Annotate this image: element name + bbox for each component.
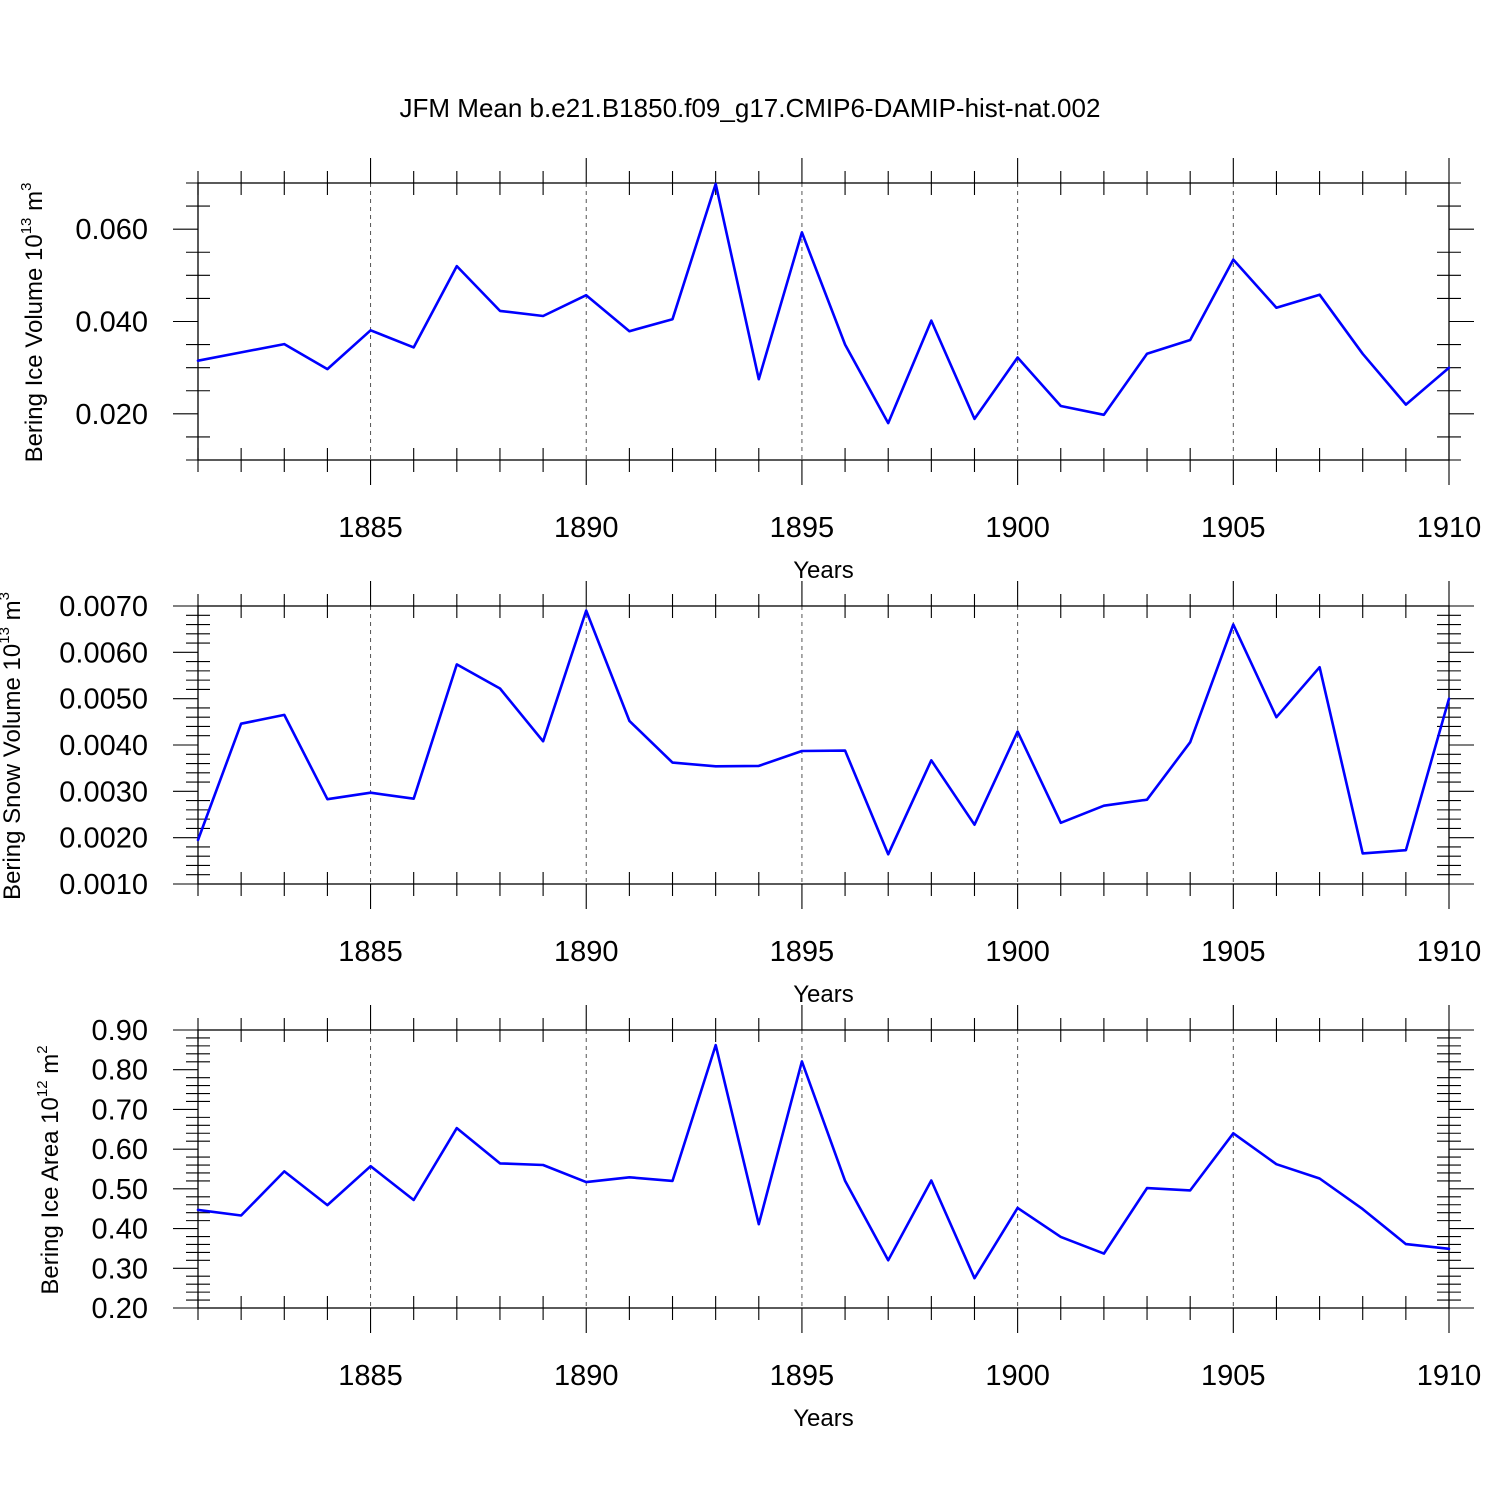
x-tick-label: 1890 — [554, 1360, 619, 1392]
x-tick-label: 1885 — [338, 512, 403, 544]
x-tick-label: 1905 — [1201, 1360, 1266, 1392]
x-tick-label: 1900 — [985, 512, 1050, 544]
y-axis-title-ylabel-unit: m — [37, 1054, 64, 1081]
y-tick-label: 0.40 — [92, 1214, 148, 1246]
chart-panels: 0.020 0.040 0.060 1885 1890 1895 1900 1905 1910 Y… — [0, 158, 1481, 1432]
x-tick-label: 1910 — [1417, 1360, 1482, 1392]
y-tick-label: 0.0040 — [59, 730, 148, 762]
y-tick-label: 0.060 — [75, 214, 148, 246]
y-tick-label: 0.50 — [92, 1174, 148, 1206]
series-line — [196, 609, 1451, 856]
y-axis-title-ylabel-text: Bering Snow Volume 10 — [0, 644, 26, 900]
y-tick-label: 0.0010 — [59, 869, 148, 901]
y-tick-label: 0.0050 — [59, 684, 148, 716]
x-tick-label: 1890 — [554, 512, 619, 544]
x-tick-label: 1895 — [770, 1360, 835, 1392]
panel-3: 0.20 0.30 0.40 0.50 0.60 0.70 0.80 0.90 1885 1890… — [34, 1005, 1481, 1432]
y-axis-title-ylabel-text: Bering Ice Volume 10 — [21, 234, 48, 462]
x-tick-label: 1895 — [770, 512, 835, 544]
y-tick-label: 0.040 — [75, 307, 148, 339]
y-tick-label: 0.70 — [92, 1094, 148, 1126]
y-axis-title: Bering Ice Volume 1013 m3 — [18, 183, 48, 463]
y-tick-label: 0.30 — [92, 1253, 148, 1285]
figure-title: JFM Mean b.e21.B1850.f09_g17.CMIP6-DAMIP… — [400, 93, 1101, 123]
y-axis-title-ylabel-unit-exp: 2 — [34, 1045, 51, 1053]
y-tick-label: 0.0030 — [59, 776, 148, 808]
y-axis-title-ylabel-unit-exp: 3 — [18, 183, 35, 191]
x-axis-title: Years — [793, 557, 854, 584]
y-axis-title-ylabel-unit: m — [21, 191, 48, 218]
x-axis-title: Years — [793, 1405, 854, 1432]
y-tick-label: 0.020 — [75, 399, 148, 431]
y-axis-title-ylabel-exp: 13 — [0, 627, 13, 644]
plot-frame — [197, 1029, 1450, 1309]
y-tick-label: 0.0070 — [59, 591, 148, 623]
panel-2: 0.0010 0.0020 0.0030 0.0040 0.0050 0.0060 0.00… — [0, 581, 1481, 1008]
x-tick-label: 1910 — [1417, 512, 1482, 544]
x-axis-title: Years — [793, 981, 854, 1008]
y-tick-label: 0.90 — [92, 1015, 148, 1047]
x-tick-label: 1900 — [985, 936, 1050, 968]
y-tick-label: 0.60 — [92, 1134, 148, 1166]
series-line — [196, 182, 1451, 425]
x-tick-label: 1905 — [1201, 936, 1266, 968]
y-axis-title: Bering Ice Area 1012 m2 — [34, 1045, 64, 1294]
y-axis-title-ylabel-unit: m — [0, 600, 26, 627]
plot-frame — [197, 605, 1450, 885]
y-axis-title-ylabel-exp: 12 — [34, 1080, 51, 1097]
y-axis-title: Bering Snow Volume 1013 m3 — [0, 592, 26, 900]
y-tick-label: 0.80 — [92, 1055, 148, 1087]
x-tick-label: 1885 — [338, 1360, 403, 1392]
x-tick-label: 1910 — [1417, 936, 1482, 968]
x-tick-label: 1895 — [770, 936, 835, 968]
plot-frame — [197, 182, 1450, 461]
y-axis-title-ylabel-exp: 13 — [18, 218, 35, 235]
y-axis-title-ylabel-unit-exp: 3 — [0, 592, 13, 600]
x-tick-label: 1905 — [1201, 512, 1266, 544]
y-tick-label: 0.0020 — [59, 823, 148, 855]
y-axis-title-ylabel-text: Bering Ice Area 10 — [37, 1097, 64, 1294]
x-tick-label: 1890 — [554, 936, 619, 968]
y-tick-label: 0.0060 — [59, 637, 148, 669]
y-tick-label: 0.20 — [92, 1293, 148, 1325]
x-tick-label: 1900 — [985, 1360, 1050, 1392]
x-tick-label: 1885 — [338, 936, 403, 968]
series-line — [196, 1043, 1451, 1280]
panel-1: 0.020 0.040 0.060 1885 1890 1895 1900 1905 1910 Y… — [18, 158, 1481, 584]
